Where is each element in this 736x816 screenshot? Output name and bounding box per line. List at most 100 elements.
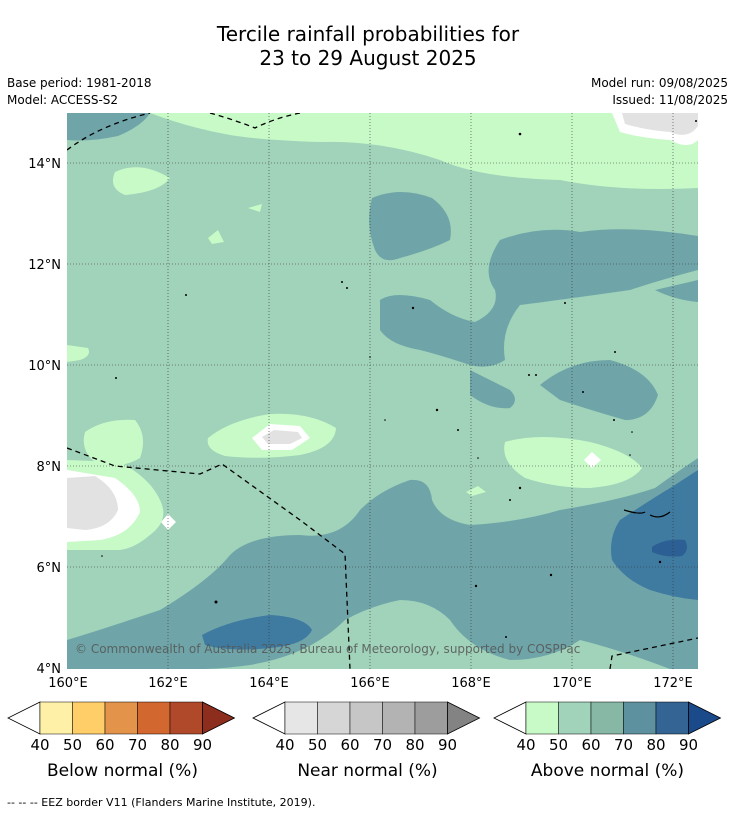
above-colorbar-tick: 40	[516, 736, 535, 754]
map-plot-area: © Commonwealth of Australia 2025, Bureau…	[67, 113, 698, 669]
graticule	[67, 113, 698, 669]
below-normal-label: Below normal (%)	[47, 761, 198, 781]
above-colorbar-tick: 60	[581, 736, 600, 754]
meta-left: Base period: 1981-2018 Model: ACCESS-S2	[7, 75, 152, 109]
island-outlines	[623, 509, 671, 518]
near-normal-label: Near normal (%)	[297, 761, 438, 781]
below-colorbar-segment	[104, 701, 138, 735]
near-colorbar: 40 50 60 70 80 90	[252, 701, 481, 754]
below-colorbar-tick: 50	[63, 736, 82, 754]
below-colorbar-segment	[72, 701, 106, 735]
eez-border	[67, 113, 698, 669]
above-60-east-strip	[655, 280, 698, 302]
lon-label: 170°E	[552, 676, 592, 691]
lon-label: 164°E	[249, 676, 289, 691]
near-colorbar-segment	[414, 701, 448, 735]
model-run: Model run: 09/08/2025	[590, 76, 728, 90]
above-colorbar-segment	[655, 701, 689, 735]
above-40-small-east	[466, 486, 486, 496]
above-colorbar-tick: 70	[614, 736, 633, 754]
above-40-west-patch	[67, 345, 89, 362]
below-colorbar-tick: 90	[193, 736, 212, 754]
issued-date: Issued: 11/08/2025	[612, 93, 728, 107]
below-colorbar-tick: 80	[160, 736, 179, 754]
above-60-east-tail	[470, 370, 515, 409]
islands	[101, 120, 697, 638]
map-title: Tercile rainfall probabilities for 23 to…	[0, 22, 736, 70]
above-60-north-central	[369, 192, 451, 261]
lat-label: 8°N	[37, 460, 62, 475]
near-40-east	[584, 452, 601, 468]
above-40-far-west	[83, 419, 144, 466]
below-colorbar-over-arrow	[202, 701, 236, 735]
lon-label: 168°E	[451, 676, 491, 691]
near-colorbar-tick: 40	[275, 736, 294, 754]
above-60-central	[380, 229, 698, 367]
above-normal-label: Above normal (%)	[530, 761, 685, 781]
above-colorbar-over-arrow	[688, 701, 722, 735]
near-colorbar-tick: 50	[308, 736, 327, 754]
near-colorbar-segment	[317, 701, 351, 735]
title-line-2: 23 to 29 August 2025	[259, 46, 477, 70]
above-40-patch-b	[248, 204, 262, 212]
base-period: Base period: 1981-2018	[7, 76, 152, 90]
title-line-1: Tercile rainfall probabilities for	[216, 22, 520, 46]
near-colorbar-segment	[382, 701, 416, 735]
lat-label: 12°N	[28, 258, 61, 273]
above-colorbar-segment	[590, 701, 624, 735]
below-colorbar-tick: 60	[95, 736, 114, 754]
below-colorbar-tick: 70	[128, 736, 147, 754]
above-40-east-patch	[504, 437, 642, 488]
near-colorbar-segment	[349, 701, 383, 735]
near-colorbar-over-arrow	[447, 701, 481, 735]
lon-label: 172°E	[653, 676, 693, 691]
above-40-patch-c	[208, 230, 224, 244]
above-colorbar-segment	[623, 701, 657, 735]
above-colorbar-tick: 80	[646, 736, 665, 754]
below-colorbar-under-arrow	[7, 701, 41, 735]
near-colorbar-tick: 80	[405, 736, 424, 754]
model-name: Model: ACCESS-S2	[7, 93, 119, 107]
above-40-north-band	[150, 113, 698, 189]
lon-label: 160°E	[48, 676, 88, 691]
near-colorbar-tick: 60	[340, 736, 359, 754]
copyright-text: © Commonwealth of Australia 2025, Bureau…	[75, 642, 580, 656]
below-colorbar-segment	[137, 701, 171, 735]
eez-footer-note: -- -- -- EEZ border V11 (Flanders Marine…	[7, 796, 316, 809]
above-colorbar-segment	[525, 701, 559, 735]
meta-right: Model run: 09/08/2025 Issued: 11/08/2025	[591, 75, 728, 109]
above-colorbar-under-arrow	[493, 701, 527, 735]
lon-label: 166°E	[350, 676, 390, 691]
below-colorbar: 40 50 60 70 80 90	[7, 701, 236, 754]
lon-label: 162°E	[148, 676, 188, 691]
above-80-southeast	[652, 539, 687, 557]
above-60-south	[67, 458, 698, 669]
near-colorbar-tick: 70	[373, 736, 392, 754]
below-colorbar-segment	[39, 701, 73, 735]
near-50-west	[67, 476, 118, 530]
lat-label: 6°N	[37, 561, 62, 576]
lat-label: 10°N	[28, 359, 61, 374]
near-colorbar-tick: 90	[438, 736, 457, 754]
near-colorbar-segment	[284, 701, 318, 735]
above-70-south	[202, 615, 312, 650]
near-50-central	[262, 430, 302, 444]
above-colorbar: 40 50 60 70 80 90	[493, 701, 722, 754]
above-colorbar-tick: 90	[679, 736, 698, 754]
near-40-west-dot	[161, 514, 176, 530]
above-40-patch-a	[112, 167, 170, 195]
latitude-labels: 14°N 12°N 10°N 8°N 6°N 4°N	[28, 157, 61, 677]
above-colorbar-segment	[558, 701, 592, 735]
below-colorbar-segment	[169, 701, 203, 735]
below-colorbar-tick: 40	[30, 736, 49, 754]
above-60-east-blob	[540, 360, 658, 420]
above-colorbar-tick: 50	[549, 736, 568, 754]
longitude-labels: 160°E 162°E 164°E 166°E 168°E 170°E 172°…	[48, 676, 693, 691]
lat-label: 4°N	[37, 662, 62, 677]
near-colorbar-under-arrow	[252, 701, 286, 735]
near-50-northeast	[622, 113, 698, 135]
lat-label: 14°N	[28, 157, 61, 172]
colorbars: 40 50 60 70 80 90 40 50 60 70 80 90 40 50 60 70 80 90	[7, 701, 722, 754]
above-70-southeast	[611, 470, 698, 600]
